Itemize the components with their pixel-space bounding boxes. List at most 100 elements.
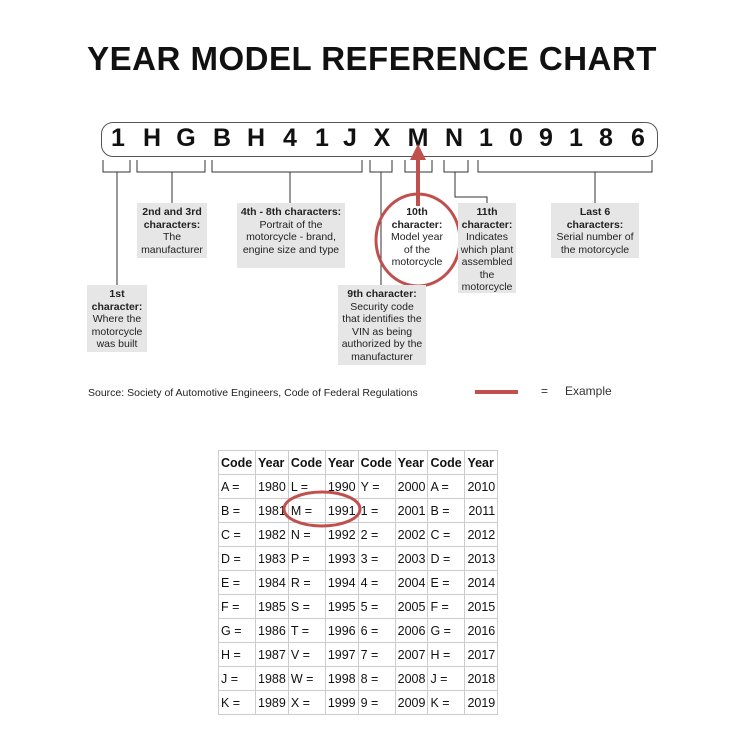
bracket-11: [443, 160, 488, 203]
year-cell: 2006: [394, 618, 429, 643]
label-text: Serial number of the motorcycle: [556, 231, 634, 256]
vin-character: 6: [631, 124, 645, 152]
year-cell: 2014: [464, 570, 499, 595]
year-cell: 2011: [464, 498, 499, 523]
label-heading: Last 6 characters:: [566, 206, 624, 231]
source-note: Source: Society of Automotive Engineers,…: [88, 387, 418, 399]
code-cell: F =: [218, 594, 256, 619]
code-cell: M =: [287, 498, 326, 523]
year-cell: 1999: [324, 690, 359, 715]
year-cell: 1983: [255, 546, 289, 571]
bracket-2-3: [136, 160, 206, 203]
label-heading: 9th character:: [347, 288, 417, 300]
label-heading: 2nd and 3rd characters:: [142, 206, 202, 231]
year-cell: 1992: [324, 522, 359, 547]
year-cell: 1988: [255, 666, 289, 691]
code-cell: L =: [287, 474, 326, 499]
code-cell: T =: [287, 618, 326, 643]
vin-character: B: [212, 124, 232, 152]
code-cell: H =: [427, 642, 466, 667]
year-cell: 1984: [255, 570, 289, 595]
bracket-1: [102, 160, 131, 285]
year-cell: 1980: [255, 474, 289, 499]
label-text: The manufacturer: [141, 231, 203, 256]
bracket-last-6: [477, 160, 653, 203]
code-cell: A =: [427, 474, 466, 499]
year-cell: 1994: [324, 570, 359, 595]
code-cell: 5 =: [357, 594, 396, 619]
year-cell: 2009: [394, 690, 429, 715]
table-row: B = 1981 M = 1991 1 = 2001 B = 2011: [218, 498, 499, 523]
label-text: Indicates which plant assembled the moto…: [460, 231, 514, 293]
year-cell: 2004: [394, 570, 429, 595]
year-cell: 2010: [464, 474, 499, 499]
vin-character: N: [444, 124, 464, 152]
vin-character: G: [176, 124, 196, 152]
code-cell: G =: [218, 618, 256, 643]
label-4th-8th: 4th - 8th characters: Portrait of the mot…: [237, 203, 345, 268]
year-cell: 2016: [464, 618, 499, 643]
vin-character: 1: [569, 124, 583, 152]
year-cell: 2017: [464, 642, 499, 667]
year-code-table: Code Year Code Year Code Year Code Year A = 1980…: [218, 450, 499, 715]
column-header: Code: [427, 450, 466, 475]
label-text: Where the motorcycle was built: [91, 313, 143, 350]
table-row: F = 1985 S = 1995 5 = 2005 F = 2015: [218, 594, 499, 619]
table-header-row: Code Year Code Year Code Year Code Year: [218, 450, 499, 475]
code-cell: B =: [427, 498, 466, 523]
label-9th: 9th character: Security code that identif…: [338, 285, 426, 365]
vin-character: H: [246, 124, 266, 152]
bracket-4-8: [211, 160, 363, 203]
year-cell: 2002: [394, 522, 429, 547]
year-cell: 2008: [394, 666, 429, 691]
legend-equals: =: [541, 384, 549, 398]
label-last-6: Last 6 characters: Serial number of the m…: [551, 203, 639, 258]
column-header: Year: [255, 450, 289, 475]
vin-character: M: [407, 124, 429, 152]
vin-character: 1: [315, 124, 329, 152]
code-cell: V =: [287, 642, 326, 667]
table-row: D = 1983 P = 1993 3 = 2003 D = 2013: [218, 546, 499, 571]
year-cell: 1989: [255, 690, 289, 715]
vin-character: X: [373, 124, 391, 152]
code-cell: N =: [287, 522, 326, 547]
year-cell: 1981: [255, 498, 289, 523]
vin-character: J: [343, 124, 357, 152]
table-row: E = 1984 R = 1994 4 = 2004 E = 2014: [218, 570, 499, 595]
column-header: Code: [218, 450, 256, 475]
year-cell: 1991: [324, 498, 359, 523]
code-cell: R =: [287, 570, 326, 595]
code-cell: G =: [427, 618, 466, 643]
code-cell: K =: [427, 690, 466, 715]
vin-character: 8: [599, 124, 613, 152]
column-header: Code: [357, 450, 396, 475]
code-cell: 3 =: [357, 546, 396, 571]
code-cell: 7 =: [357, 642, 396, 667]
year-cell: 2013: [464, 546, 499, 571]
vin-character: 4: [283, 124, 297, 152]
table-row: K = 1989 X = 1999 9 = 2009 K = 2019: [218, 690, 499, 715]
bracket-9: [369, 160, 393, 285]
code-cell: 1 =: [357, 498, 396, 523]
code-cell: 6 =: [357, 618, 396, 643]
label-11th: 11th character: Indicates which plant ass…: [458, 203, 516, 293]
year-cell: 1995: [324, 594, 359, 619]
code-cell: C =: [218, 522, 256, 547]
code-cell: 8 =: [357, 666, 396, 691]
code-cell: J =: [218, 666, 256, 691]
label-heading: 11th character:: [461, 206, 513, 231]
label-10th: 10th character: Model year of the motorcy…: [387, 203, 447, 268]
year-cell: 2000: [394, 474, 429, 499]
year-cell: 2012: [464, 522, 499, 547]
code-cell: D =: [218, 546, 256, 571]
code-cell: 2 =: [357, 522, 396, 547]
column-header: Year: [394, 450, 429, 475]
label-text: Model year of the motorcycle: [391, 231, 443, 268]
year-cell: 2003: [394, 546, 429, 571]
year-cell: 2015: [464, 594, 499, 619]
year-cell: 1998: [324, 666, 359, 691]
label-heading: 1st character:: [91, 288, 143, 313]
code-cell: H =: [218, 642, 256, 667]
vin-character: 0: [509, 124, 523, 152]
